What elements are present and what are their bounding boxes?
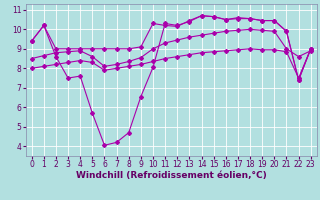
- X-axis label: Windchill (Refroidissement éolien,°C): Windchill (Refroidissement éolien,°C): [76, 171, 267, 180]
